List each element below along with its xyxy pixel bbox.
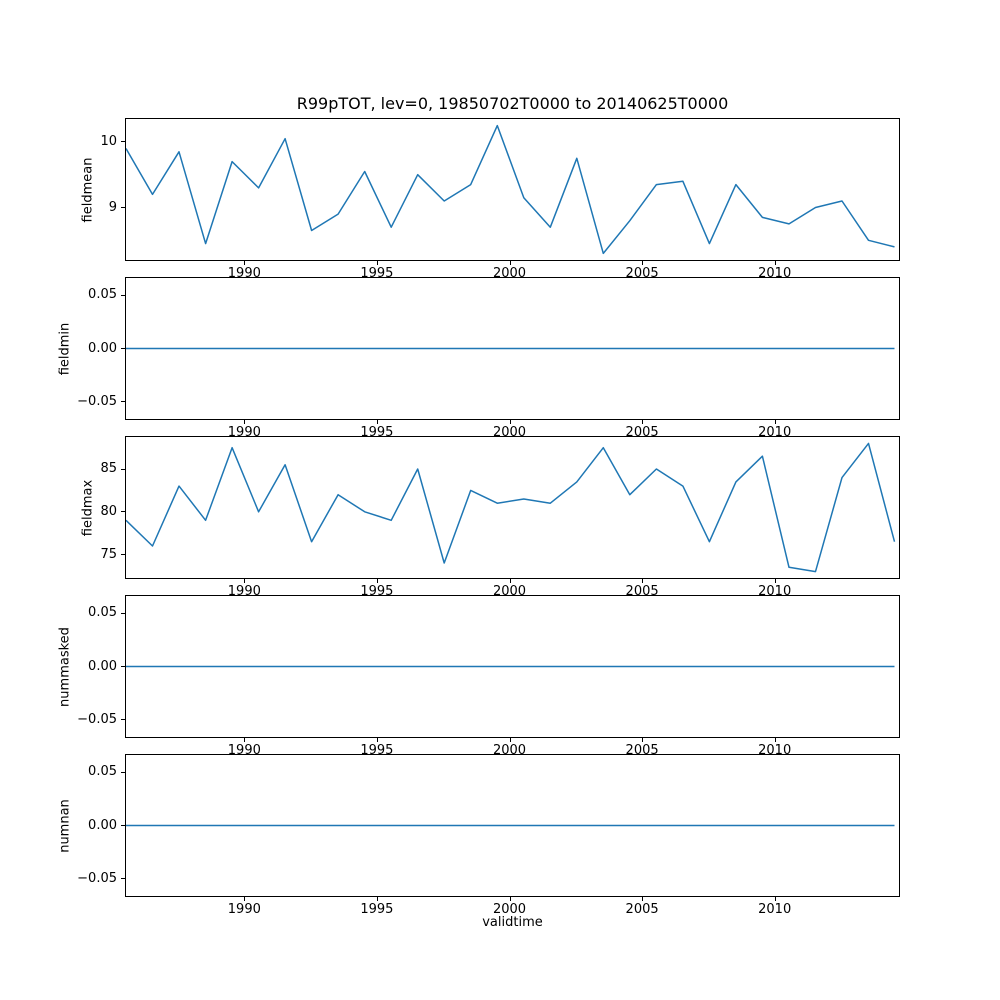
x-tick-mark: [376, 738, 378, 742]
x-tick-label: 1990: [227, 902, 261, 917]
y-tick-label: −0.05: [77, 711, 117, 727]
y-tick-label: 85: [100, 461, 117, 477]
subplot-numnan: [125, 754, 900, 897]
y-axis-label-numnan: numnan: [57, 798, 73, 853]
line-series-nummasked: [126, 665, 895, 668]
y-tick-label: 0.05: [88, 605, 117, 621]
x-tick-mark: [376, 897, 378, 901]
x-tick-label: 2005: [625, 902, 659, 917]
x-tick-mark: [509, 420, 511, 424]
x-tick-mark: [642, 261, 644, 265]
x-axis-label: validtime: [482, 915, 543, 930]
x-tick-mark: [376, 420, 378, 424]
line-series-fieldmax: [126, 442, 896, 573]
y-tick-label: 0.00: [88, 658, 117, 674]
y-tick-mark: [121, 825, 125, 826]
x-tick-mark: [509, 897, 511, 901]
data-line-fieldmax: [126, 442, 896, 573]
x-tick-mark: [509, 579, 511, 583]
y-tick-mark: [121, 511, 125, 513]
y-tick-mark: [121, 141, 125, 143]
x-tick-label: 1995: [360, 902, 394, 917]
x-tick-mark: [244, 579, 246, 583]
line-series-fieldmin: [126, 347, 895, 350]
x-tick-mark: [642, 579, 644, 583]
x-tick-mark: [244, 897, 246, 901]
y-tick-mark: [121, 612, 125, 614]
x-tick-label: 2000: [492, 902, 527, 917]
x-tick-mark: [642, 738, 644, 742]
y-tick-mark: [121, 401, 125, 403]
y-tick-label: 75: [100, 546, 117, 562]
x-tick-label: 2010: [758, 902, 792, 917]
subplot-fieldmax: [125, 436, 900, 579]
line-series-numnan: [126, 824, 895, 827]
y-tick-mark: [121, 207, 125, 209]
x-tick-mark: [774, 897, 776, 901]
x-tick-mark: [244, 261, 246, 265]
subplot-fieldmin: [125, 277, 900, 420]
y-tick-label: 0.05: [88, 764, 117, 780]
y-axis-label-fieldmean: fieldmean: [80, 157, 96, 222]
y-tick-label: 9: [108, 199, 117, 215]
y-tick-label: −0.05: [77, 870, 117, 886]
x-tick-mark: [509, 738, 511, 742]
x-tick-mark: [244, 420, 246, 424]
x-tick-mark: [244, 738, 246, 742]
x-tick-mark: [774, 261, 776, 265]
y-tick-mark: [121, 348, 125, 349]
y-tick-mark: [121, 719, 125, 721]
x-tick-mark: [774, 420, 776, 424]
y-tick-mark: [121, 878, 125, 880]
y-tick-mark: [121, 666, 125, 667]
y-tick-label: 80: [100, 503, 117, 519]
figure-title: R99pTOT, lev=0, 19850702T0000 to 2014062…: [296, 94, 729, 113]
y-tick-mark: [121, 294, 125, 296]
x-tick-mark: [376, 261, 378, 265]
y-tick-label: −0.05: [77, 393, 117, 409]
y-tick-mark: [121, 554, 125, 555]
y-axis-label-nummasked: nummasked: [57, 626, 73, 707]
subplot-fieldmean: [125, 118, 900, 261]
subplot-nummasked: [125, 595, 900, 738]
y-tick-mark: [121, 468, 125, 470]
y-axis-label-fieldmax: fieldmax: [80, 479, 96, 536]
data-line-fieldmean: [126, 124, 895, 255]
y-tick-label: 0.00: [88, 340, 117, 356]
x-tick-mark: [774, 579, 776, 583]
x-tick-mark: [774, 738, 776, 742]
y-tick-label: 0.00: [88, 817, 117, 833]
y-tick-mark: [121, 771, 125, 773]
x-tick-mark: [376, 579, 378, 583]
y-tick-label: 10: [100, 133, 117, 149]
x-tick-mark: [642, 897, 644, 901]
x-tick-mark: [509, 261, 511, 265]
y-axis-label-fieldmin: fieldmin: [57, 322, 73, 375]
line-series-fieldmean: [126, 124, 895, 255]
x-tick-mark: [642, 420, 644, 424]
y-tick-label: 0.05: [88, 287, 117, 303]
